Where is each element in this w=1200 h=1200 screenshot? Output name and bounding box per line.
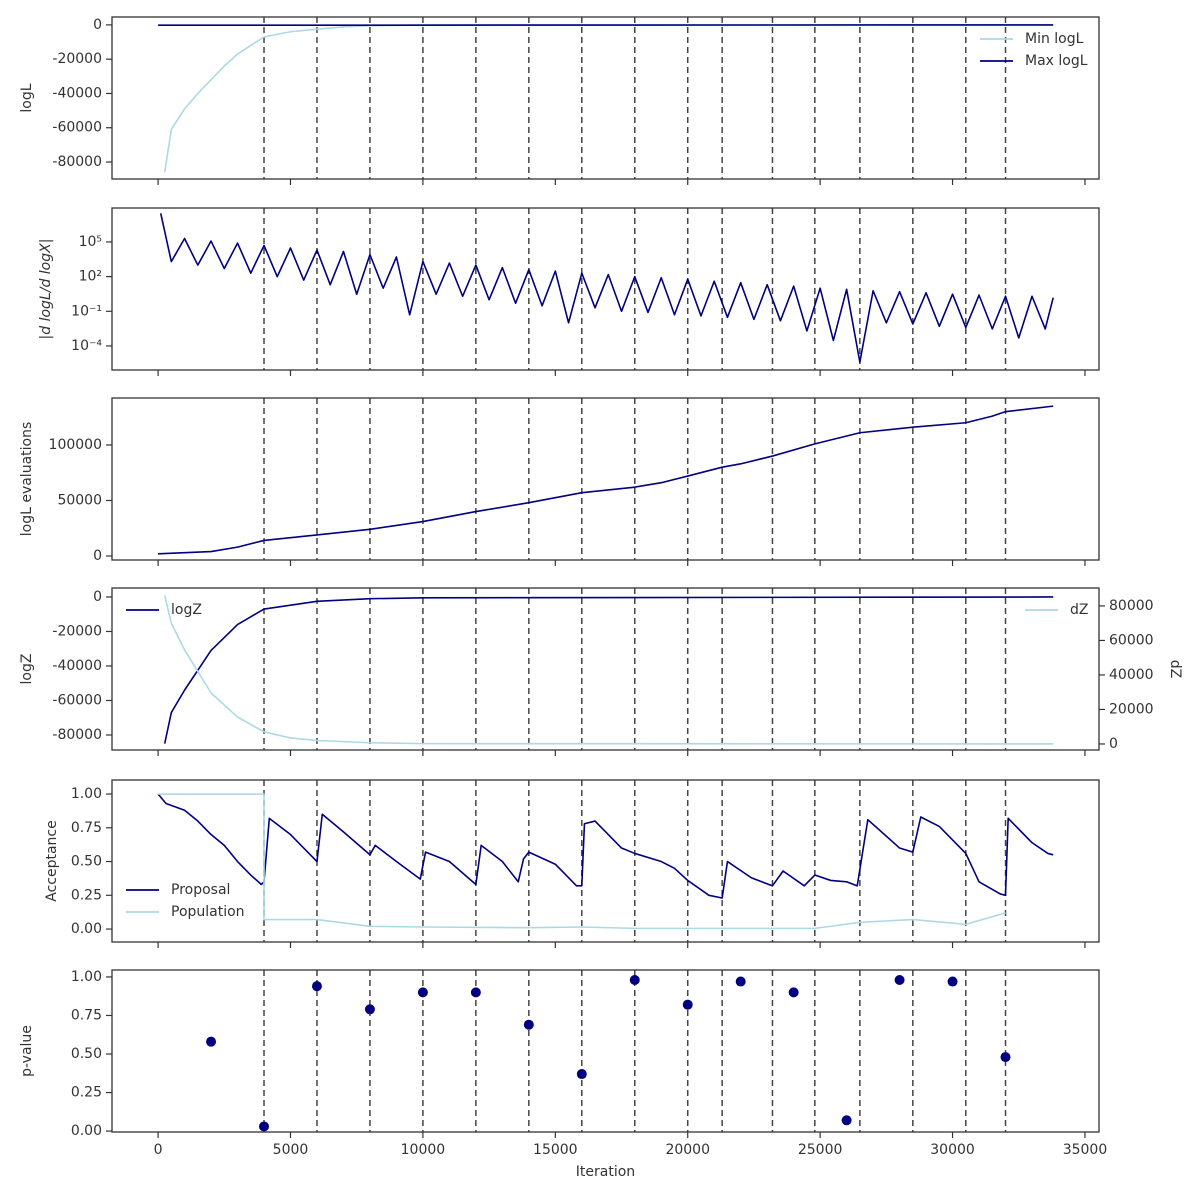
y-tick-label: 10² — [79, 269, 102, 285]
y-tick-label: 0 — [93, 548, 102, 564]
y-tick-label: 0.50 — [71, 1046, 102, 1062]
line — [163, 24, 1054, 173]
point — [417, 987, 428, 998]
point — [682, 999, 693, 1010]
x-axis-label: Iteration — [576, 1164, 635, 1180]
y-tick-label: 1.00 — [71, 786, 102, 802]
x-tick-label: 25000 — [798, 1142, 843, 1158]
line — [158, 793, 1006, 930]
panel: 0 50000 100000 logL evaluations — [19, 397, 1100, 566]
panel: 0.00 0.25 0.50 0.75 1.00 Acceptance Proposal Po… — [44, 779, 1100, 948]
point — [206, 1036, 217, 1047]
y-tick-label: 10⁵ — [79, 234, 102, 250]
plot-area — [158, 398, 1054, 560]
point — [841, 1115, 852, 1126]
y2-axis-label: dZ — [1167, 660, 1183, 678]
line — [158, 405, 1054, 555]
y-axis-label: logZ — [19, 654, 35, 685]
y-tick-label: 50000 — [57, 492, 102, 508]
y-tick-label: 1.00 — [71, 969, 102, 985]
panel: 10⁻⁴ 10⁻¹ 10² 10⁵ |d logL/d logX| — [38, 207, 1100, 376]
y-tick-label: 0.00 — [71, 1123, 102, 1139]
y-axis-label: |d logL/d logX| — [38, 239, 54, 340]
line — [163, 595, 1054, 745]
point — [947, 976, 958, 987]
axes-frame — [111, 969, 1100, 1133]
line — [163, 596, 1054, 744]
point — [788, 987, 799, 998]
axes-frame — [111, 587, 1100, 751]
y-tick-label: 0 — [93, 589, 102, 605]
y-tick-label: -60000 — [52, 692, 102, 708]
y2-tick-label: 60000 — [1109, 632, 1154, 648]
y2-tick-label: 20000 — [1109, 701, 1154, 717]
y-axis-label: logL — [19, 83, 35, 112]
legend-label: Proposal — [171, 882, 230, 898]
axes-frame — [111, 16, 1100, 180]
panel: 0.00 0.25 0.50 0.75 1.00 0 5000 10000 15000 20000… — [19, 969, 1107, 1180]
panel: -80000 -60000 -40000 -20000 0 logL Min logL Max… — [19, 16, 1100, 185]
y2-tick-label: 0 — [1109, 736, 1118, 752]
x-tick-label: 15000 — [533, 1142, 578, 1158]
plot-area — [159, 208, 1054, 370]
y2-tick-label: 80000 — [1109, 598, 1154, 614]
y-axis-label: Acceptance — [44, 820, 60, 901]
x-tick-label: 30000 — [930, 1142, 975, 1158]
y-tick-label: 0.75 — [71, 820, 102, 836]
line — [159, 213, 1054, 363]
y-tick-label: -40000 — [52, 658, 102, 674]
axes-frame — [111, 779, 1100, 943]
x-tick-label: 35000 — [1063, 1142, 1108, 1158]
point — [894, 975, 905, 986]
point — [470, 987, 481, 998]
y-tick-label: 0.25 — [71, 887, 102, 903]
point — [311, 981, 322, 992]
point — [576, 1069, 587, 1080]
y-tick-label: 10⁻⁴ — [71, 338, 102, 354]
plot-area — [157, 780, 1054, 942]
y2-tick-label: 40000 — [1109, 667, 1154, 683]
x-tick-label: 10000 — [401, 1142, 446, 1158]
y-tick-label: -20000 — [52, 51, 102, 67]
x-tick-label: 5000 — [273, 1142, 309, 1158]
point — [523, 1019, 534, 1030]
panel: -80000 -60000 -40000 -20000 0 0 20000 40000 6000… — [19, 587, 1183, 756]
x-tick-label: 0 — [154, 1142, 163, 1158]
axes-frame — [111, 397, 1100, 561]
y-axis-label: p-value — [19, 1025, 35, 1077]
y-tick-label: -80000 — [52, 727, 102, 743]
point — [1000, 1052, 1011, 1063]
plot-area — [158, 17, 1054, 179]
y-tick-label: -20000 — [52, 623, 102, 639]
plot-area — [163, 588, 1054, 750]
legend-label: Max logL — [1025, 53, 1088, 69]
x-tick-label: 20000 — [665, 1142, 710, 1158]
y-tick-label: -40000 — [52, 85, 102, 101]
line — [157, 793, 1054, 899]
y-tick-label: 0.00 — [71, 921, 102, 937]
axes-frame — [111, 207, 1100, 371]
point — [735, 976, 746, 987]
legend-label: Population — [171, 904, 245, 920]
legend-label: Min logL — [1025, 31, 1084, 47]
y-tick-label: 0.25 — [71, 1085, 102, 1101]
y-tick-label: -80000 — [52, 154, 102, 170]
y-tick-label: 0.50 — [71, 854, 102, 870]
y-tick-label: -60000 — [52, 120, 102, 136]
legend-label: logZ — [171, 602, 202, 618]
y-tick-label: 0 — [93, 17, 102, 33]
legend-label: dZ — [1070, 602, 1088, 618]
point — [629, 975, 640, 986]
point — [259, 1121, 270, 1132]
y-tick-label: 10⁻¹ — [71, 303, 102, 319]
y-tick-label: 0.75 — [71, 1007, 102, 1023]
plot-area — [206, 970, 1011, 1132]
y-axis-label: logL evaluations — [19, 422, 35, 537]
y-tick-label: 100000 — [49, 437, 102, 453]
point — [364, 1004, 375, 1015]
